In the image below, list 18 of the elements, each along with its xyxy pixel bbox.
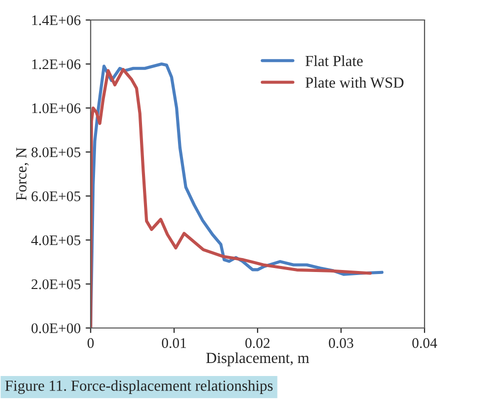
caption: Figure 11. Force-displacement relationships xyxy=(5,380,273,394)
y-tick-label: 1.0E+06 xyxy=(32,103,80,114)
x-axis-title: Displacement, m xyxy=(206,352,310,366)
y-axis-title: Force, N xyxy=(16,148,29,200)
x-tick-label: 0.02 xyxy=(245,338,270,348)
x-tick-label: 0.01 xyxy=(162,338,186,348)
y-tick-label: 4.0E+05 xyxy=(31,235,80,246)
y-tick-label: 2.0E+05 xyxy=(32,279,80,290)
y-tick-label: 8.0E+05 xyxy=(32,147,80,158)
legend-label: Plate with WSD xyxy=(306,76,404,88)
y-tick-label: 1.4E+06 xyxy=(32,15,80,26)
y-tick-label: 0.0E+00 xyxy=(32,323,80,334)
y-tick-label: 6.0E+05 xyxy=(32,191,80,202)
y-tick-label: 1.2E+06 xyxy=(32,59,80,70)
x-tick-label: 0 xyxy=(88,338,94,348)
legend-label: Flat Plate xyxy=(306,55,363,66)
x-tick-label: 0.04 xyxy=(412,338,438,348)
x-tick-label: 0.03 xyxy=(328,338,354,348)
